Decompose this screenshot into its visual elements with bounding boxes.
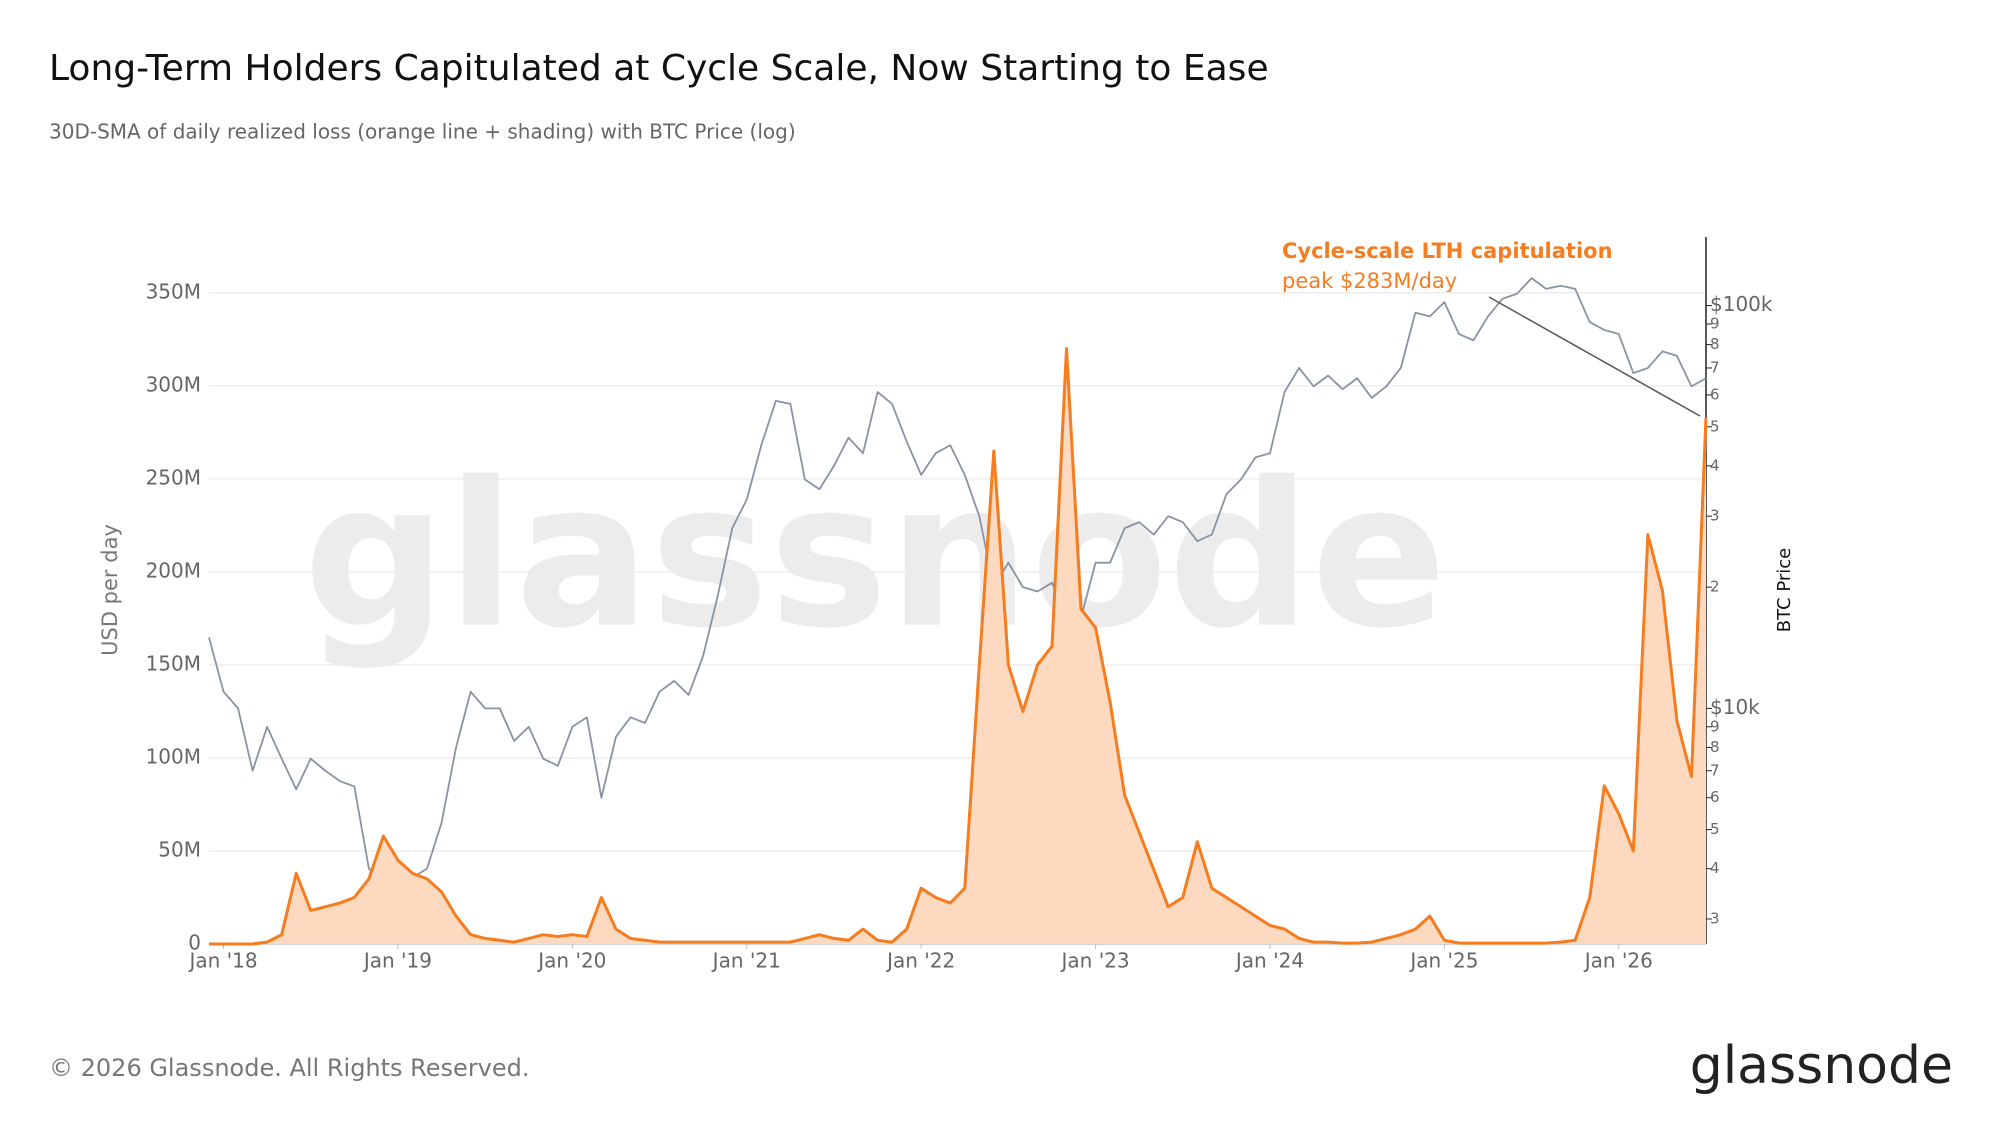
x-tick-label: Jan '20 xyxy=(536,949,606,973)
x-tick-label: Jan '21 xyxy=(711,949,781,973)
y2-tick-label: 4 xyxy=(1710,456,1720,474)
x-tick-label: Jan '24 xyxy=(1234,949,1304,973)
y2-tick-label: 4 xyxy=(1710,859,1720,877)
y-tick-label: 50M xyxy=(158,837,201,861)
y2-tick-label: 7 xyxy=(1710,761,1720,779)
y-tick-label: 100M xyxy=(146,744,201,768)
y2-axis-label: BTC Price xyxy=(1774,548,1795,633)
logo: glassnode xyxy=(1690,1036,1953,1096)
y-tick-label: 300M xyxy=(146,372,201,396)
series-line xyxy=(208,277,1707,893)
y2-tick-label: 9 xyxy=(1710,717,1720,735)
y2-tick-label: 3 xyxy=(1710,507,1720,525)
x-tick-label: Jan '19 xyxy=(362,949,432,973)
y2-tick-label: 8 xyxy=(1710,738,1720,756)
y2-tick-label: 5 xyxy=(1710,417,1720,435)
y2-tick-label: 6 xyxy=(1710,788,1720,806)
y-axis-label: USD per day xyxy=(98,524,122,656)
y2-tick-label: 2 xyxy=(1710,578,1720,596)
y-tick-label: 200M xyxy=(146,558,201,582)
annotation-leader xyxy=(1488,296,1701,417)
x-tick-label: Jan '25 xyxy=(1408,949,1478,973)
x-tick-label: Jan '23 xyxy=(1060,949,1130,973)
series-line xyxy=(209,347,1708,946)
y2-tick-label: $10k xyxy=(1710,695,1760,719)
annotation-title: Cycle-scale LTH capitulation xyxy=(1282,239,1613,263)
x-tick-label: Jan '22 xyxy=(885,949,955,973)
y-tick-label: 150M xyxy=(146,651,201,675)
y2-tick-label: 8 xyxy=(1710,335,1720,353)
y2-tick-label: 9 xyxy=(1710,315,1720,333)
y2-tick-label: 7 xyxy=(1710,358,1720,376)
y-tick-label: 350M xyxy=(146,279,201,303)
x-tick-label: Jan '18 xyxy=(187,949,257,973)
y2-tick-label: 3 xyxy=(1710,909,1720,927)
y2-tick-label: 6 xyxy=(1710,385,1720,403)
annotation-text: peak $283M/day xyxy=(1282,269,1457,293)
footer: © 2026 Glassnode. All Rights Reserved. xyxy=(49,1054,530,1082)
title: Long-Term Holders Capitulated at Cycle S… xyxy=(49,48,1269,89)
subtitle: 30D-SMA of daily realized loss (orange l… xyxy=(49,120,796,144)
y-tick-label: 250M xyxy=(146,465,201,489)
y2-tick-label: 5 xyxy=(1710,820,1720,838)
y-tick-label: 0 xyxy=(188,931,201,955)
x-tick-label: Jan '26 xyxy=(1583,949,1653,973)
y2-tick-label: $100k xyxy=(1710,292,1773,316)
watermark: glassnode xyxy=(303,440,1446,673)
